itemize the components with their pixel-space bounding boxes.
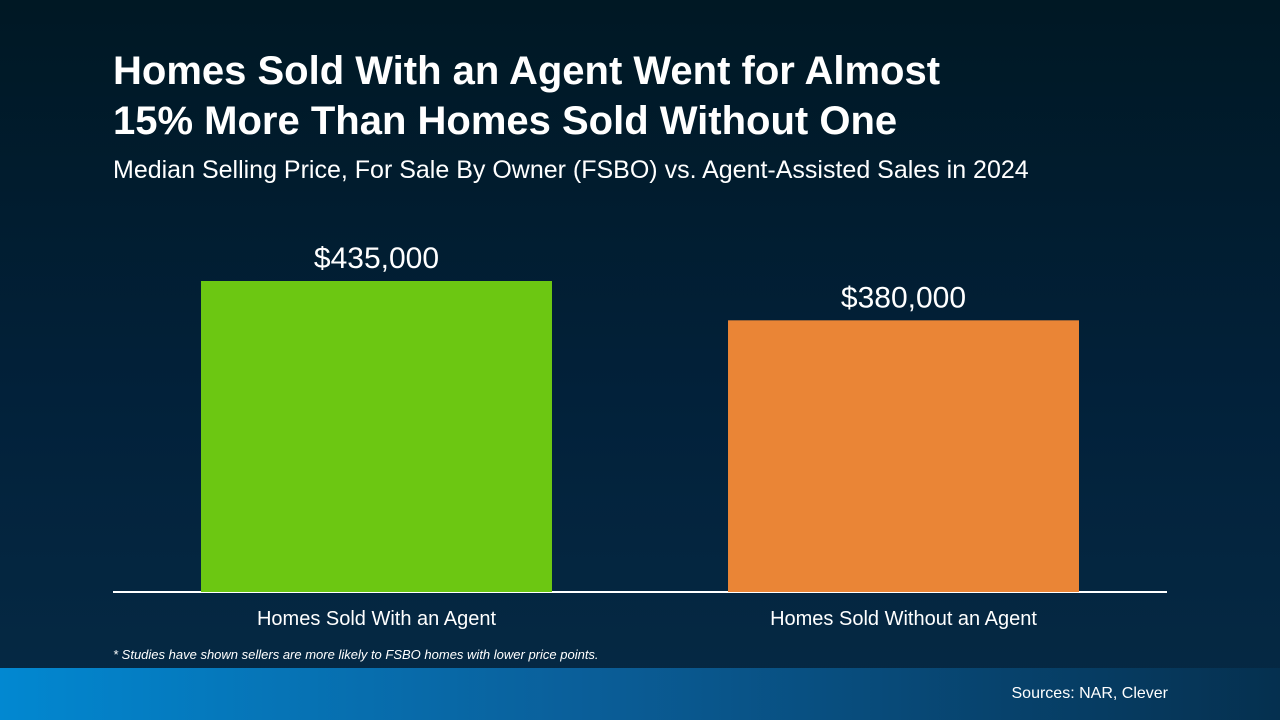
x-tick-label: Homes Sold With an Agent [257, 608, 496, 630]
footnote: * Studies have shown sellers are more li… [113, 647, 599, 662]
footer-band: Sources: NAR, Clever [0, 668, 1280, 720]
source: Sources: NAR, Clever [1011, 685, 1169, 702]
bar [201, 281, 552, 592]
x-tick-label: Homes Sold Without an Agent [770, 608, 1037, 630]
bar [728, 320, 1079, 592]
chart: $435,000 Homes Sold With an Agent $380,000… [201, 242, 1079, 630]
chart-title: Homes Sold With an Agent Went for Almost… [113, 49, 941, 143]
value-label: $380,000 [841, 281, 966, 314]
value-label: $435,000 [314, 242, 439, 275]
chart-subtitle: Median Selling Price, For Sale By Owner … [113, 156, 1029, 184]
